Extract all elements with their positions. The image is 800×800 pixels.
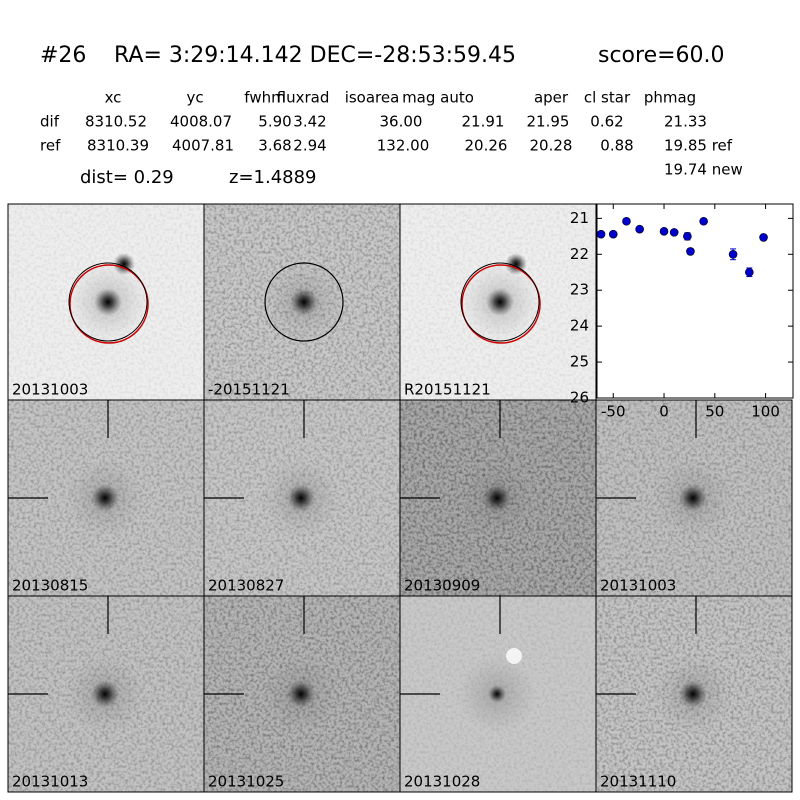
stamp-grid: 20131003 -20151121 R20151121 20130815 201308… (7, 203, 793, 793)
column-header: mag auto (402, 89, 474, 107)
x-tick-label: -50 (601, 403, 626, 421)
light-curve: 21 22 23 24 25 26 -50 0 50 100 (570, 203, 794, 421)
table-cell: 21.95 (527, 113, 570, 131)
stamp-label: 20131013 (12, 773, 88, 791)
source (287, 680, 315, 708)
point (728, 249, 738, 259)
table-cell: 8310.39 (87, 137, 149, 155)
table-cell: 4007.81 (172, 137, 234, 155)
plot-frame (596, 203, 794, 399)
source (483, 484, 511, 512)
column-header: fluxrad (277, 89, 330, 107)
redshift: z=1.4889 (229, 167, 317, 188)
y-tick-label: 25 (570, 353, 589, 371)
source (91, 484, 119, 512)
residual (506, 648, 522, 664)
source (91, 680, 119, 708)
y-tick-label: 24 (570, 317, 589, 335)
column-header: yc (186, 89, 203, 107)
y-tick-label: 22 (570, 245, 589, 263)
stamp-label: 20131025 (208, 773, 284, 791)
point (608, 229, 618, 239)
table-cell: 4008.07 (170, 113, 232, 131)
point (683, 232, 692, 241)
point (635, 224, 644, 234)
source (679, 484, 707, 512)
stamp-label: R20151121 (404, 381, 491, 399)
table-cell: 0.88 (600, 137, 633, 155)
column-header: isoarea (345, 89, 400, 107)
table-cell: 20.28 (530, 137, 573, 155)
table-cell: ref (40, 137, 61, 155)
stamp-frame (595, 595, 793, 793)
column-header: cl star (584, 89, 631, 107)
point (759, 233, 768, 242)
column-header: fwhm (244, 89, 285, 107)
y-tick-label: 21 (570, 209, 589, 227)
point (745, 267, 754, 277)
distance: dist= 0.29 (80, 167, 174, 188)
table-cell: 5.90 (258, 113, 291, 131)
table-cell: 21.33 (664, 113, 707, 131)
coordinates: RA= 3:29:14.142 DEC=-28:53:59.45 (114, 43, 516, 68)
table-cell: dif (40, 113, 60, 131)
stamp-label: 20131110 (600, 773, 676, 791)
table-cell: 36.00 (380, 113, 423, 131)
table-cell: 20.26 (465, 137, 508, 155)
stamp-label: 20131003 (12, 381, 88, 399)
point (659, 227, 669, 236)
table-cell: 0.62 (590, 113, 623, 131)
x-tick-label: 0 (659, 403, 669, 421)
source (486, 288, 514, 316)
source (94, 288, 122, 316)
source (679, 680, 707, 708)
aperture (264, 262, 344, 342)
aperture-ref (69, 264, 149, 344)
y-tick-label: 26 (570, 389, 589, 407)
score: score=60.0 (598, 43, 725, 68)
stamp-label: 20131028 (404, 773, 480, 791)
column-header: xc (105, 89, 122, 107)
aperture (460, 262, 540, 342)
table-cell: 19.85 ref (664, 137, 733, 155)
point (686, 247, 695, 256)
table-cell: 8310.52 (85, 113, 147, 131)
table-cell: 3.68 (258, 137, 291, 155)
point (622, 216, 631, 226)
table-cell: 21.91 (462, 113, 505, 131)
aperture-ref (461, 264, 541, 344)
plot-area (597, 204, 793, 398)
candidate-id: #26 (40, 43, 86, 68)
source (290, 288, 318, 316)
stamp-label: -20151121 (208, 381, 290, 399)
table-cell: 3.42 (293, 113, 326, 131)
source (488, 685, 506, 703)
table-cell: 2.94 (293, 137, 326, 155)
stamp-label: 20130909 (404, 577, 480, 595)
point (699, 216, 708, 226)
x-tick-label: 100 (751, 403, 780, 421)
source (287, 484, 315, 512)
column-header: phmag (644, 89, 696, 107)
stamp-label: 20130815 (12, 577, 88, 595)
y-tick-label: 23 (570, 281, 589, 299)
stamp-label: 20131003 (600, 577, 676, 595)
point (669, 228, 679, 237)
aperture (68, 262, 148, 342)
point (596, 229, 606, 239)
stamp-label: 20130827 (208, 577, 284, 595)
x-tick-label: 50 (705, 403, 724, 421)
column-header: aper (534, 89, 569, 107)
phmag-new: 19.74 new (664, 161, 743, 179)
table-cell: 132.00 (377, 137, 430, 155)
